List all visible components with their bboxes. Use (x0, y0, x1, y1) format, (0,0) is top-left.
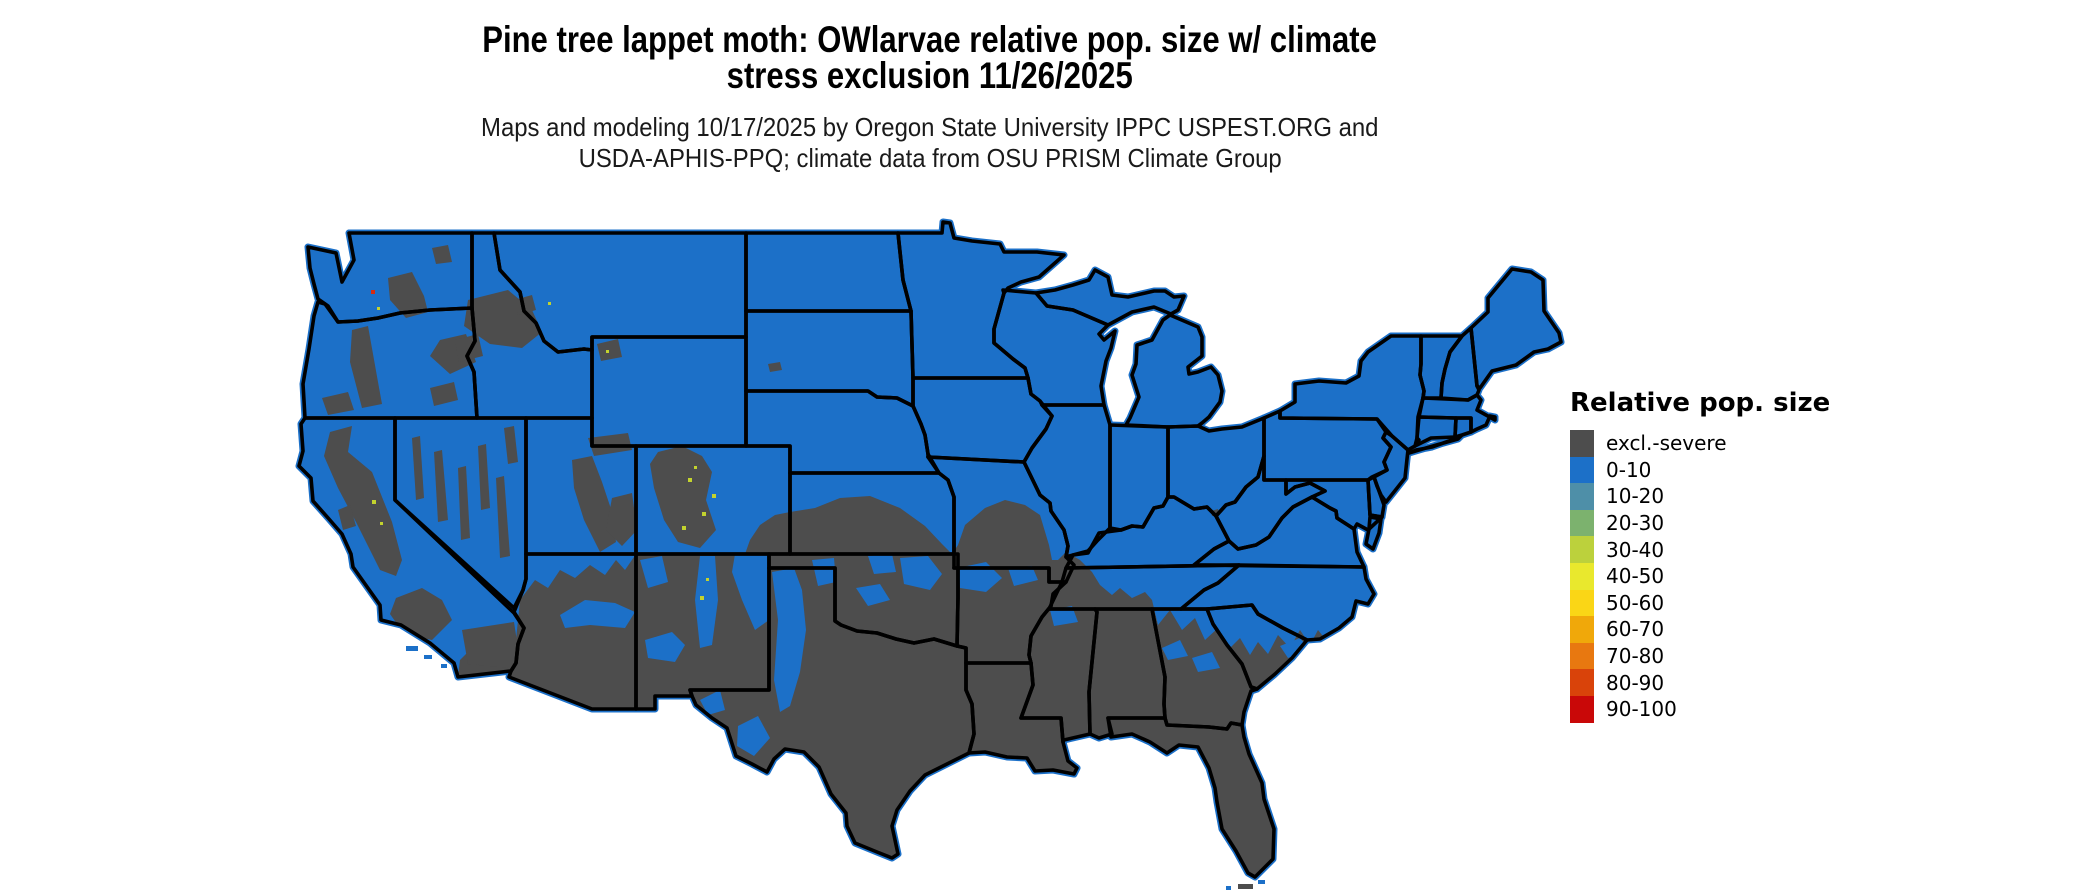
excluded-nv-range-5 (496, 476, 510, 558)
legend-label: 60-70 (1606, 617, 1665, 642)
speckle-wa-1 (377, 307, 380, 310)
legend-label: 70-80 (1606, 644, 1665, 669)
suitable-nm-nw (640, 556, 668, 588)
legend-swatch-90-100 (1570, 695, 1594, 723)
map-subtitle-line2: USDA-APHIS-PPQ; climate data from OSU PR… (578, 143, 1282, 173)
legend-label: 80-90 (1606, 670, 1665, 695)
speckle-co-5 (694, 466, 697, 469)
legend-swatch-70-80 (1570, 642, 1594, 670)
excluded-or-cascades (350, 326, 382, 408)
map-title: Pine tree lappet moth: OWlarvae relative… (0, 19, 1860, 96)
legend-label: excl.-severe (1606, 431, 1727, 456)
speckle-nm-1 (700, 596, 704, 600)
excluded-ut-wasatch (572, 456, 616, 552)
speckle-mt-1 (548, 302, 551, 305)
florida-key-3 (1226, 886, 1231, 890)
excluded-nv-range-1 (412, 436, 424, 500)
suitable-tx-panhandle (772, 568, 806, 712)
excluded-co-rockies (650, 446, 716, 548)
excluded-nv-range-2 (434, 450, 448, 522)
legend-label: 30-40 (1606, 537, 1665, 562)
legend-item: excl.-severe (1570, 430, 1830, 457)
speckle-wy-1 (606, 350, 609, 353)
legend-item: 50-60 (1570, 589, 1830, 617)
excluded-wa-cascades (388, 272, 428, 318)
florida-key-1 (1238, 884, 1253, 889)
legend-item: 30-40 (1570, 536, 1830, 563)
suitable-tx-west (700, 690, 725, 715)
legend-swatch-50-60 (1570, 589, 1594, 617)
excluded-nv-range-3 (458, 466, 470, 540)
channel-island-1 (406, 646, 418, 651)
speckle-wa-red (371, 290, 375, 294)
suitable-nm-ne (732, 554, 769, 630)
map-title-line2: stress exclusion 11/26/2025 (726, 55, 1134, 96)
legend-items: excl.-severe 0-10 10-20 20-30 30-40 40-50 50-6… (1570, 430, 1830, 723)
legend-item: 60-70 (1570, 616, 1830, 643)
legend-title: Relative pop. size (1570, 388, 1831, 418)
legend-label: 40-50 (1606, 564, 1665, 589)
florida-key-2 (1258, 880, 1265, 884)
suitable-ok-n-1 (868, 554, 896, 574)
legend-item: 90-100 (1570, 695, 1830, 723)
legend: Relative pop. size excl.-severe 0-10 10-20… (1570, 388, 1830, 723)
excluded-ca-sierra (324, 426, 402, 576)
suitable-nm-sangre (695, 556, 718, 648)
speckle-co-4 (712, 494, 716, 498)
suitable-ok-central (856, 584, 890, 606)
suitable-ar-n (1008, 566, 1038, 586)
legend-swatch-60-70 (1570, 616, 1594, 643)
legend-label: 10-20 (1606, 484, 1665, 509)
excluded-or-steens (430, 382, 458, 406)
legend-item: 40-50 (1570, 562, 1830, 590)
suitable-ga-mid (1192, 652, 1220, 672)
excluded-or-sw (322, 392, 354, 415)
speckle-ca-2 (380, 522, 383, 525)
suitable-az-mogollon (560, 600, 635, 628)
legend-label: 20-30 (1606, 511, 1665, 536)
legend-swatch-30-40 (1570, 536, 1594, 563)
suitable-ok-ne (900, 556, 942, 590)
suitable-nm-gila (645, 632, 685, 662)
suitable-al-n (1162, 640, 1188, 660)
excluded-sd-speck (768, 362, 782, 372)
map-subtitle-line1: Maps and modeling 10/17/2025 by Oregon S… (481, 112, 1379, 142)
excluded-wy-nw (597, 339, 622, 361)
legend-swatch-10-20 (1570, 483, 1594, 510)
legend-item: 70-80 (1570, 642, 1830, 670)
legend-label: 0-10 (1606, 457, 1652, 482)
speckle-co-3 (682, 526, 686, 530)
map-title-line1: Pine tree lappet moth: OWlarvae relative… (482, 19, 1378, 60)
legend-swatch-excl-severe (1570, 430, 1594, 457)
excluded-ut-se (606, 493, 637, 546)
legend-swatch-40-50 (1570, 562, 1594, 590)
speckle-co-1 (688, 478, 692, 482)
legend-label: 90-100 (1606, 697, 1677, 722)
suitable-ms-n (1050, 606, 1078, 626)
legend-swatch-0-10 (1570, 456, 1594, 484)
legend-item: 0-10 (1570, 456, 1830, 484)
suitable-tx-davis-mtns (737, 716, 770, 756)
channel-island-2 (424, 655, 432, 659)
excluded-mt-sw (514, 295, 536, 315)
map-subtitle: Maps and modeling 10/17/2025 by Oregon S… (0, 112, 1860, 174)
speckle-ca-1 (372, 500, 376, 504)
excluded-nv-range-4 (478, 444, 490, 510)
excluded-wa-ne (432, 245, 452, 264)
speckle-nm-2 (706, 578, 709, 581)
legend-item: 80-90 (1570, 669, 1830, 696)
legend-item: 10-20 (1570, 483, 1830, 510)
speckle-co-2 (702, 512, 706, 516)
excluded-ca-coastrange (338, 505, 356, 530)
legend-swatch-20-30 (1570, 509, 1594, 537)
suitable-tx-panhandle-ne (812, 558, 836, 586)
channel-island-3 (441, 664, 447, 668)
legend-swatch-80-90 (1570, 669, 1594, 696)
legend-item: 20-30 (1570, 509, 1830, 537)
legend-label: 50-60 (1606, 590, 1665, 615)
excluded-nv-ne (504, 426, 518, 464)
excluded-ca-se-desert (462, 622, 518, 668)
